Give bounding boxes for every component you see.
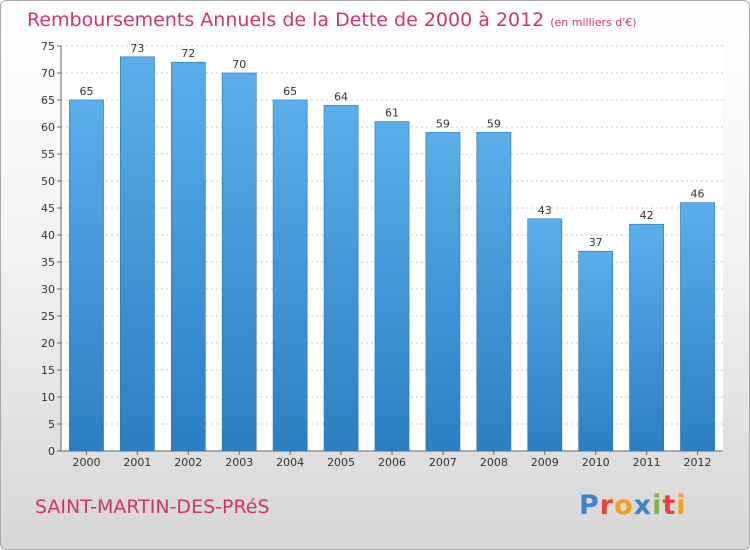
x-tick-label: 2000: [72, 456, 100, 469]
y-tick-label: 15: [41, 364, 55, 377]
y-tick-label: 45: [41, 202, 55, 215]
y-tick-label: 70: [41, 67, 55, 80]
x-tick-label: 2004: [276, 456, 304, 469]
y-tick-label: 30: [41, 283, 55, 296]
x-tick-label: 2005: [327, 456, 355, 469]
y-tick-label: 60: [41, 121, 55, 134]
y-tick-label: 10: [41, 391, 55, 404]
bar: [272, 99, 308, 452]
chart-unit: (en milliers d'€): [550, 16, 637, 29]
bar-value-label: 46: [691, 188, 705, 201]
chart-title: Remboursements Annuels de la Dette de 20…: [27, 9, 637, 31]
x-tick-label: 2003: [225, 456, 253, 469]
x-tick-label: 2011: [633, 456, 661, 469]
bar: [425, 132, 461, 452]
logo-letter: i: [652, 490, 663, 521]
bar-value-label: 65: [79, 85, 93, 98]
bar: [323, 105, 359, 452]
x-tick-label: 2002: [174, 456, 202, 469]
bar: [120, 56, 155, 452]
x-tick-label: 2007: [429, 456, 457, 469]
y-tick-label: 40: [41, 229, 55, 242]
bar: [476, 132, 512, 452]
proxiti-logo: Proxiti: [579, 490, 687, 521]
bar-value-label: 70: [232, 58, 246, 71]
x-tick-label: 2009: [531, 456, 559, 469]
y-tick-label: 50: [41, 175, 55, 188]
y-tick-label: 65: [41, 94, 55, 107]
bar-value-label: 65: [283, 85, 297, 98]
bar-value-label: 72: [181, 47, 195, 60]
bar: [578, 250, 614, 452]
bar: [527, 218, 563, 452]
x-tick-label: 2008: [480, 456, 508, 469]
city-name: SAINT-MARTIN-DES-PRéS: [35, 496, 270, 518]
bar: [680, 202, 715, 452]
y-tick-label: 25: [41, 310, 55, 323]
y-tick-label: 55: [41, 148, 55, 161]
y-tick-label: 5: [48, 418, 55, 431]
logo-letter: P: [579, 490, 600, 521]
x-tick-label: 2010: [582, 456, 610, 469]
bar-value-label: 43: [538, 204, 552, 217]
y-tick-label: 35: [41, 256, 55, 269]
logo-letter: t: [662, 490, 677, 521]
bar: [69, 99, 104, 452]
bar-value-label: 42: [640, 209, 654, 222]
bar: [629, 223, 664, 452]
logo-letter: r: [599, 490, 615, 521]
bar: [221, 72, 257, 452]
y-tick-label: 0: [48, 445, 55, 458]
bar-value-label: 37: [589, 236, 603, 249]
y-tick-label: 75: [41, 40, 55, 53]
x-tick-label: 2001: [123, 456, 151, 469]
bar: [170, 61, 206, 452]
bar-value-label: 73: [130, 42, 144, 55]
logo-letter: o: [614, 490, 634, 521]
bar-value-label: 59: [436, 117, 450, 130]
bar: [374, 121, 410, 452]
x-tick-label: 2006: [378, 456, 406, 469]
logo-letter: i: [676, 490, 687, 521]
bar-value-label: 61: [385, 107, 399, 120]
logo-letter: x: [633, 490, 653, 521]
bar-value-label: 64: [334, 90, 348, 103]
bar-value-label: 59: [487, 117, 501, 130]
y-tick-label: 20: [41, 337, 55, 350]
x-tick-label: 2012: [684, 456, 712, 469]
